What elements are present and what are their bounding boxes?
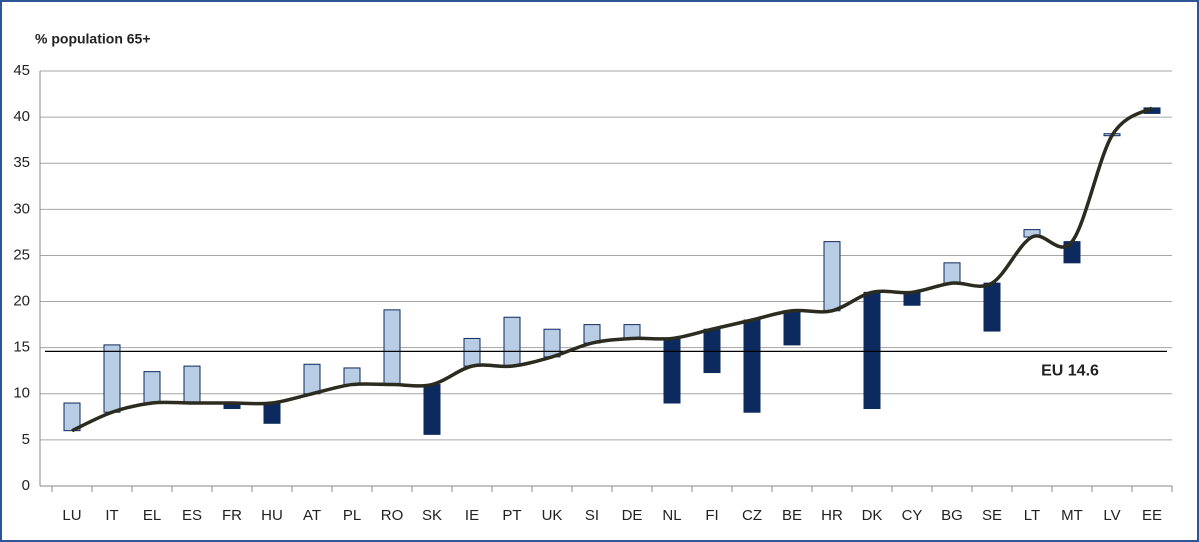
y-tick-label: 35	[13, 154, 30, 171]
x-tick-label: HR	[821, 507, 843, 524]
x-tick-label: NL	[662, 507, 681, 524]
y-tick-label: 30	[13, 200, 30, 217]
bar	[663, 337, 681, 404]
y-tick-label: 45	[13, 62, 30, 79]
y-tick-label: 10	[13, 385, 30, 402]
bar	[783, 310, 801, 346]
x-tick-label: UK	[542, 507, 563, 524]
bar	[383, 309, 401, 386]
x-tick-label: PT	[502, 507, 521, 524]
line	[71, 106, 1153, 433]
x-tick-label: MT	[1061, 507, 1083, 524]
x-tick-label: CY	[902, 507, 923, 524]
bar	[263, 402, 281, 424]
x-tick-label: DE	[622, 507, 643, 524]
x-tick-label: SE	[982, 507, 1002, 524]
x-tick-label: PL	[343, 507, 361, 524]
y-tick-label: 5	[22, 431, 30, 448]
y-tick-label: 40	[13, 108, 30, 125]
bar	[743, 319, 761, 413]
x-tick-label: BG	[941, 507, 963, 524]
bar	[543, 328, 561, 358]
x-tick-label: SI	[585, 507, 599, 524]
bar	[943, 262, 961, 284]
x-tick-label: LV	[1103, 507, 1120, 524]
x-tick-label: HU	[261, 507, 283, 524]
x-tick-label: BE	[782, 507, 802, 524]
x-tick-label: ES	[182, 507, 202, 524]
x-tick-label: AT	[303, 507, 321, 524]
bar	[423, 384, 441, 435]
x-tick-label: EE	[1142, 507, 1162, 524]
bar	[823, 241, 841, 312]
x-tick-label: IT	[105, 507, 118, 524]
x-tick-label: FI	[705, 507, 718, 524]
y-tick-label: 25	[13, 246, 30, 263]
x-tick-label: FR	[222, 507, 242, 524]
bar	[103, 344, 121, 413]
x-tick-label: CZ	[742, 507, 762, 524]
x-tick-label: RO	[381, 507, 404, 524]
x-tick-label: EL	[143, 507, 161, 524]
y-tick-label: 15	[13, 339, 30, 356]
reference-label: EU 14.6	[1041, 363, 1099, 380]
x-tick-label: IE	[465, 507, 479, 524]
y-axis-label: % population 65+	[35, 31, 151, 47]
x-tick-label: DK	[862, 507, 883, 524]
bar	[983, 282, 1001, 332]
x-tick-label: LU	[62, 507, 81, 524]
bar	[863, 291, 881, 410]
y-tick-label: 0	[22, 477, 30, 494]
y-tick-label: 20	[13, 293, 30, 310]
x-tick-label: LT	[1024, 507, 1040, 524]
bar	[503, 316, 521, 367]
bar	[183, 365, 201, 404]
bar	[463, 337, 481, 367]
bar	[343, 367, 361, 386]
bar	[303, 363, 321, 395]
bar	[143, 371, 161, 404]
x-tick-label: SK	[422, 507, 442, 524]
bar	[623, 324, 641, 339]
